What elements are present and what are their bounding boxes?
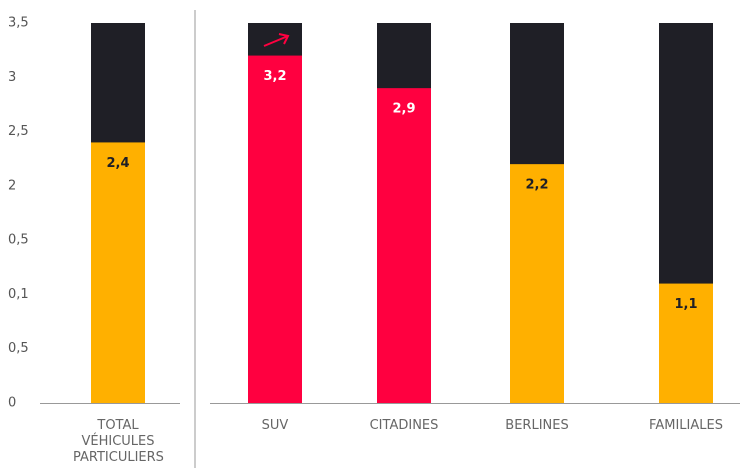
x-tick-label: CITADINES <box>369 418 439 433</box>
value-label: 2,2 <box>525 178 548 193</box>
bar <box>91 142 145 403</box>
x-tick-label: BERLINES <box>505 418 569 433</box>
y-tick-label: 0,5 <box>8 341 29 356</box>
x-tick-label: TOTAL VÉHICULES PARTICULIERS <box>73 418 164 465</box>
y-tick-label: 2,5 <box>8 124 29 139</box>
y-tick-label: 2 <box>8 178 16 193</box>
bar <box>377 88 431 404</box>
arrow-icon <box>263 33 290 47</box>
y-tick-label: 3 <box>8 70 16 85</box>
y-tick-label: 3,5 <box>8 16 29 31</box>
value-label: 2,4 <box>106 156 129 171</box>
bar <box>659 283 713 403</box>
value-label: 3,2 <box>263 69 286 84</box>
y-tick-label: 0,1 <box>8 287 29 302</box>
y-tick-label: 0 <box>8 396 16 411</box>
value-label: 2,9 <box>392 102 415 117</box>
x-tick-label: SUV <box>261 418 289 433</box>
value-label: 1,1 <box>674 297 697 312</box>
x-tick-label: FAMILIALES <box>649 418 723 433</box>
bar <box>510 164 564 403</box>
y-tick-label: 0,5 <box>8 233 29 248</box>
bar <box>248 55 302 403</box>
